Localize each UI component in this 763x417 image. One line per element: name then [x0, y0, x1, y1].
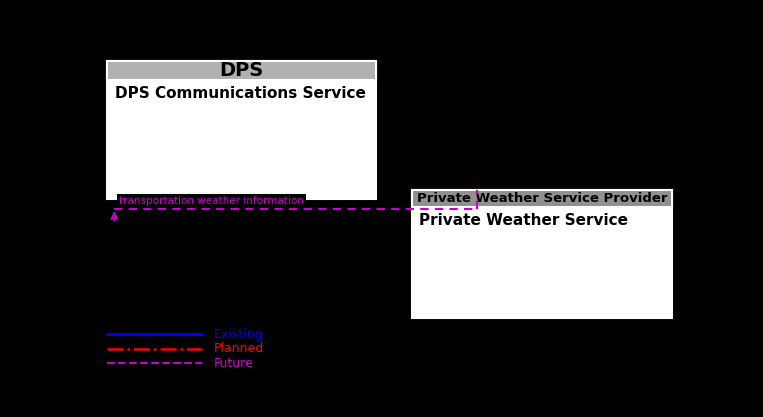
Text: DPS: DPS — [220, 61, 264, 80]
Text: DPS Communications Service: DPS Communications Service — [115, 85, 365, 100]
Text: Private Weather Service: Private Weather Service — [420, 213, 629, 228]
Bar — [412, 190, 672, 207]
Bar — [107, 61, 376, 199]
Text: Existing: Existing — [214, 328, 263, 341]
Bar — [412, 190, 672, 318]
Text: Future: Future — [214, 357, 253, 369]
Text: transportation weather information: transportation weather information — [119, 196, 304, 206]
Text: Planned: Planned — [214, 342, 264, 355]
Text: Private Weather Service Provider: Private Weather Service Provider — [417, 192, 667, 205]
Bar — [107, 61, 376, 80]
